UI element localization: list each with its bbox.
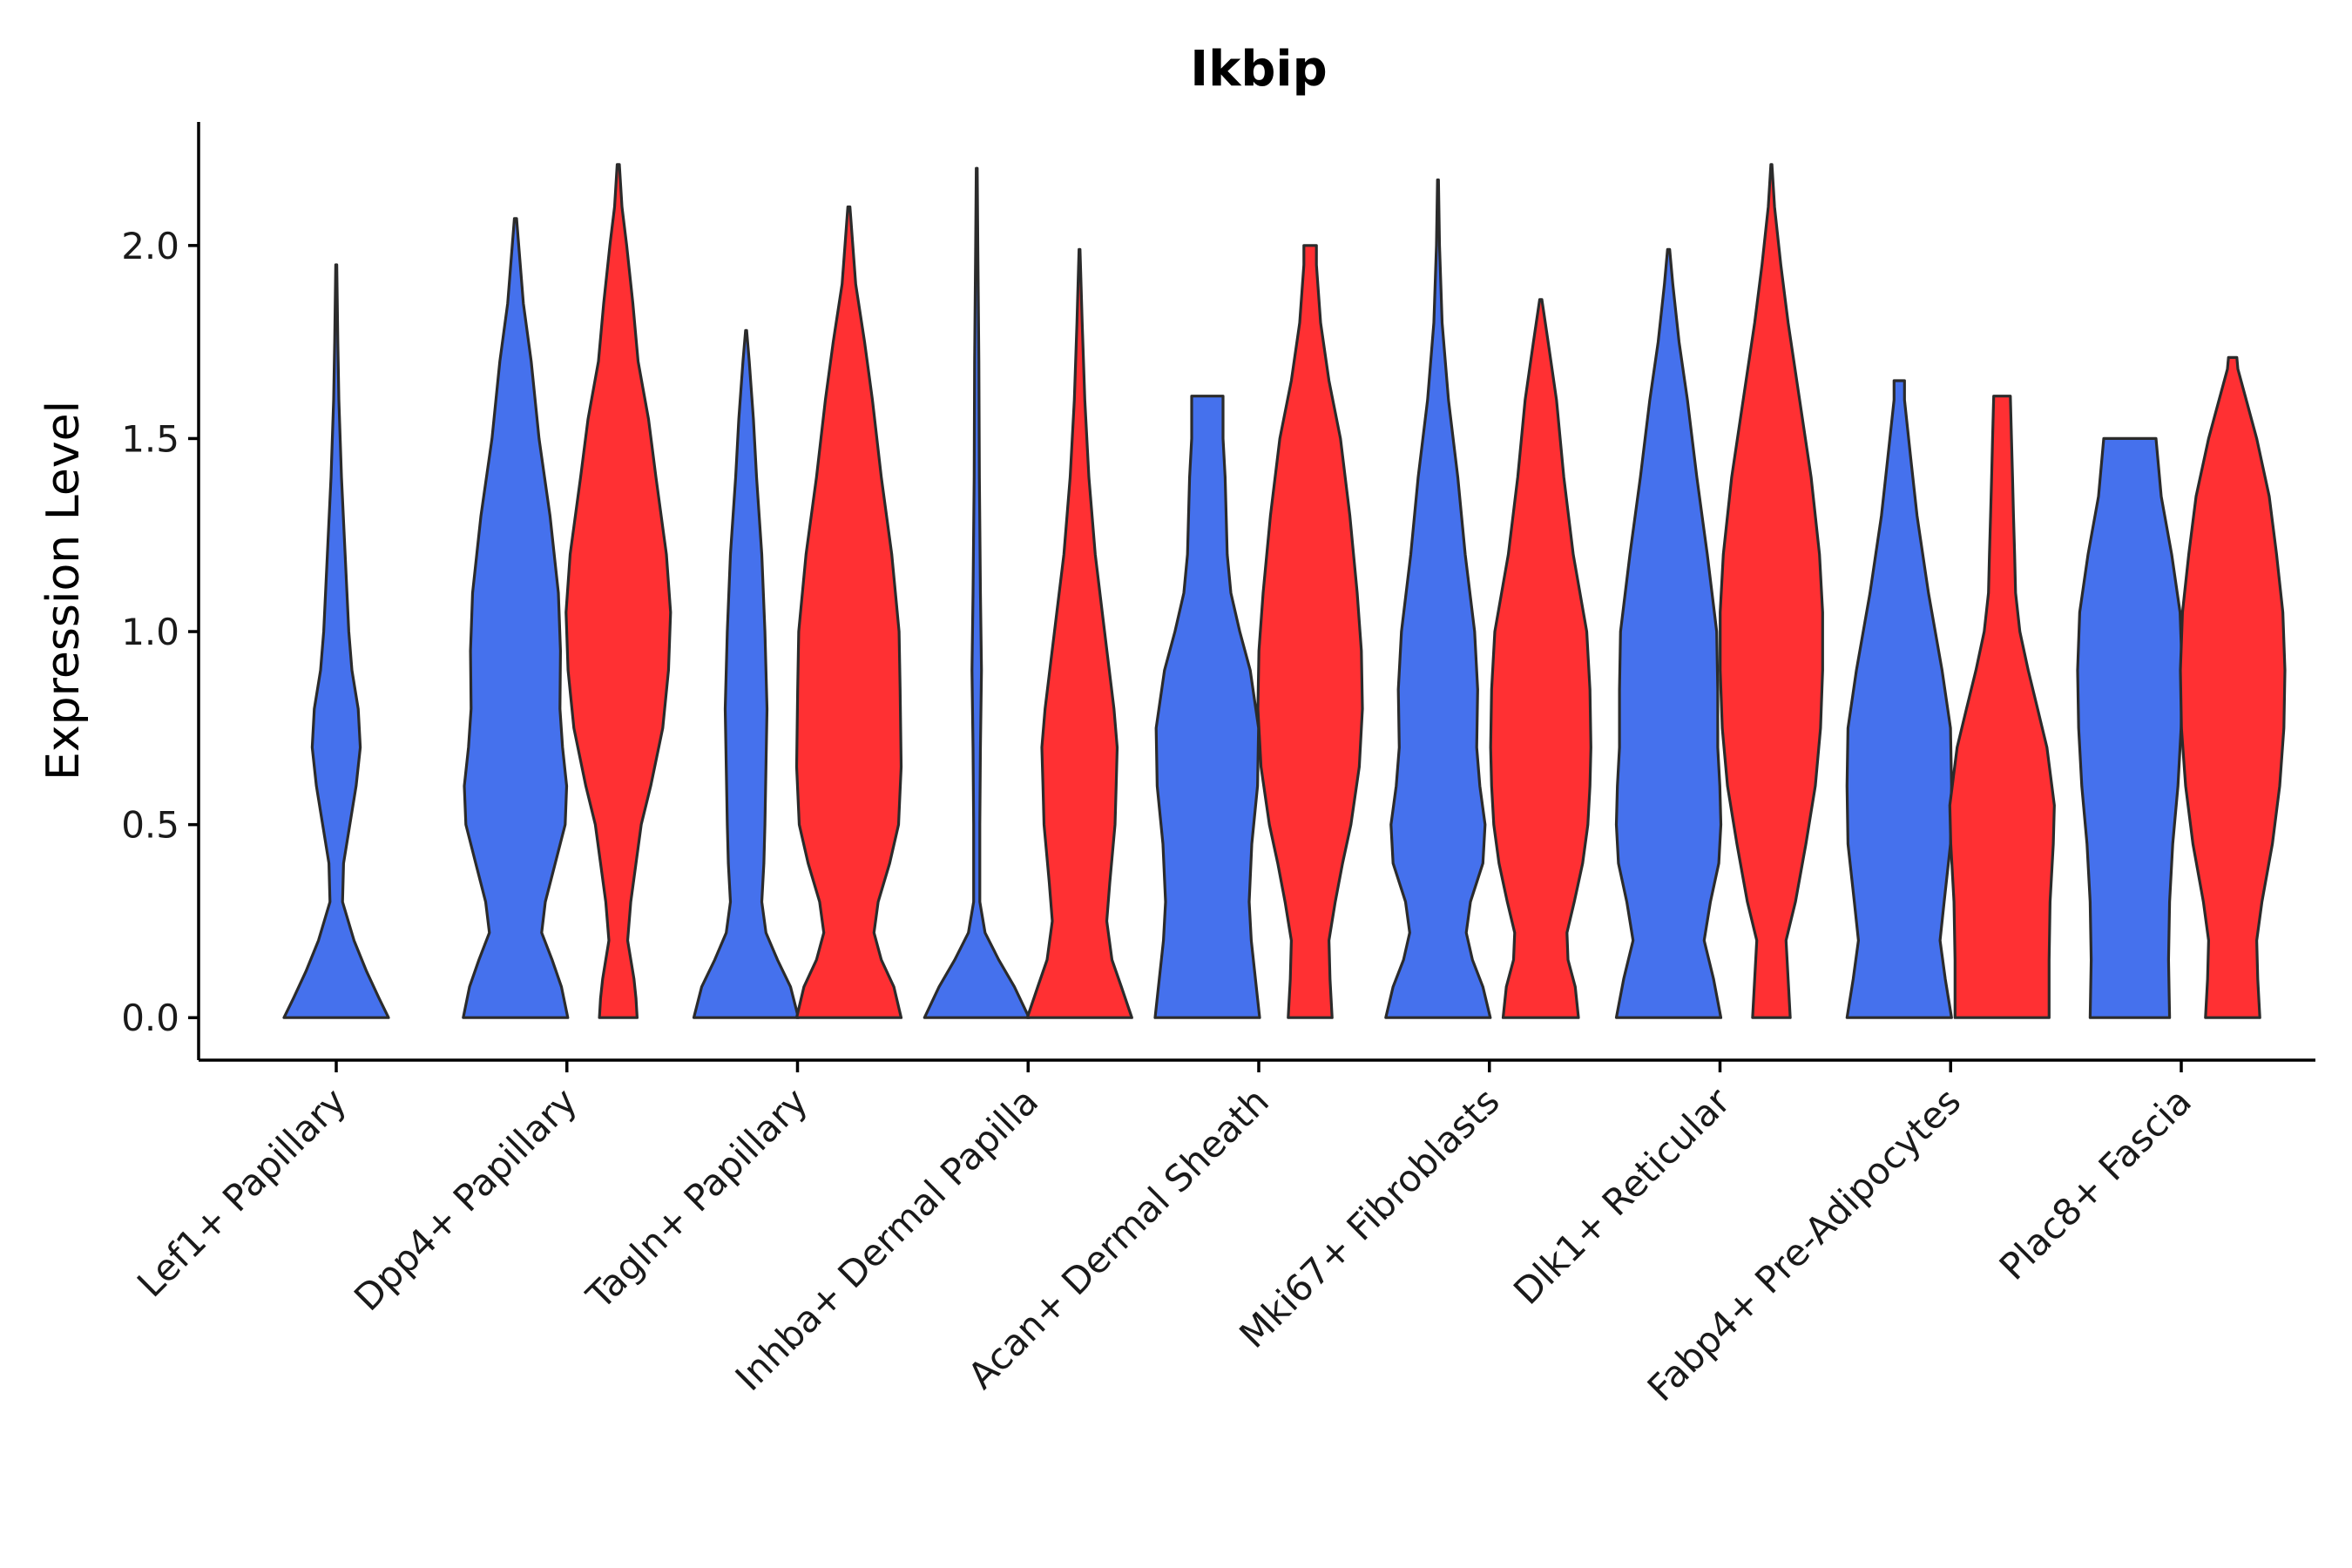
violin-group1-lef1-papillary (282, 263, 390, 1019)
violin-group1-fabp4-pre-adipocytes (1845, 379, 1953, 1019)
violin-group1-acan-dermal-sheath (1153, 395, 1261, 1019)
chart-title: Ikbip (1190, 41, 1327, 98)
y-tick-label: 1.0 (121, 611, 179, 653)
x-tick-label: Dlk1+ Reticular (1505, 1079, 1739, 1313)
violin-group2-plac8-fascia (2179, 355, 2287, 1019)
violin-group2-dpp4-papillary (564, 163, 672, 1019)
violin-group1-dlk1-reticular (1614, 247, 1723, 1019)
y-tick-label: 0.5 (121, 804, 179, 847)
x-tick-label: Mki67+ Fibroblasts (1231, 1079, 1507, 1355)
y-tick-label: 0.0 (121, 997, 179, 1039)
x-tick-label: Lef1+ Papillary (129, 1079, 355, 1305)
violin-group1-plac8-fascia (2076, 436, 2184, 1019)
violin-group1-dpp4-papillary (462, 217, 570, 1019)
violin-group2-dlk1-reticular (1719, 163, 1824, 1019)
y-axis-ticks: 0.0 0.5 1.0 1.5 2.0 (121, 225, 199, 1039)
violin-group2-tagln-papillary (794, 205, 903, 1019)
y-tick-label: 2.0 (121, 225, 179, 267)
x-tick-label: Plac8+ Fascia (1991, 1079, 2200, 1288)
violin-group1-tagln-papillary (692, 328, 801, 1019)
y-tick-label: 1.5 (121, 417, 179, 460)
violin-group2-acan-dermal-sheath (1256, 244, 1364, 1019)
violin-group (282, 163, 2287, 1019)
violin-group1-inhba-dermal-papilla (923, 166, 1031, 1019)
x-tick-label: Dpp4+ Papillary (346, 1079, 585, 1319)
violin-group2-inhba-dermal-papilla (1025, 247, 1133, 1019)
violin-group2-mki67-fibroblasts (1489, 298, 1592, 1019)
violin-group2-fabp4-pre-adipocytes (1948, 395, 2056, 1019)
y-axis-label: Expression Level (37, 401, 90, 781)
violin-group1-mki67-fibroblasts (1384, 178, 1492, 1019)
axes (197, 122, 2315, 1062)
x-tick-label: Tagln+ Papillary (578, 1079, 815, 1317)
